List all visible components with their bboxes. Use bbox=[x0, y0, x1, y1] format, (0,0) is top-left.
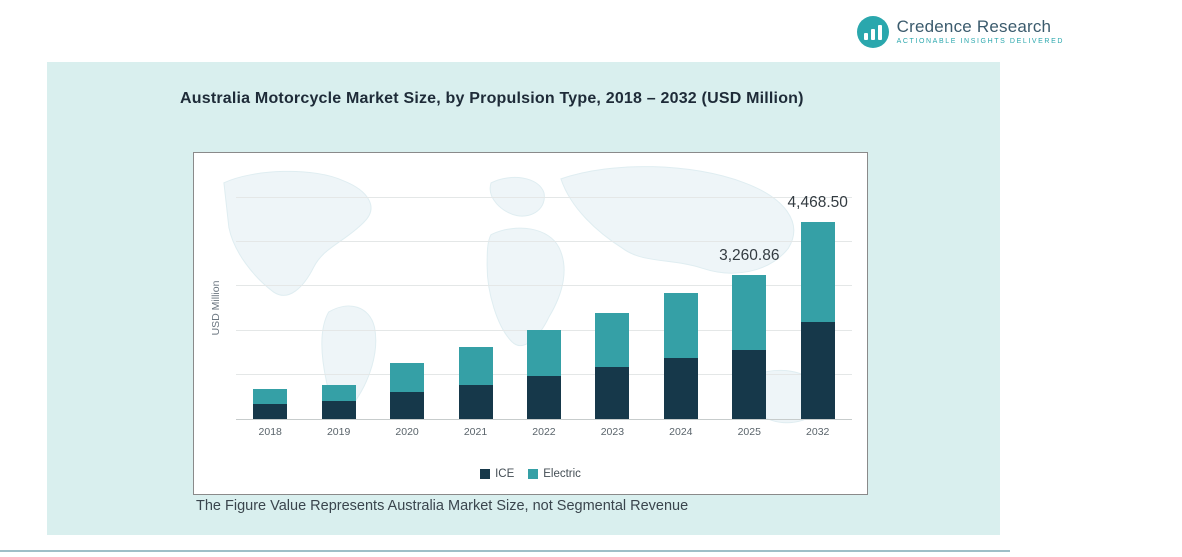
bar-value-label: 3,260.86 bbox=[719, 246, 780, 264]
bar-column-2023 bbox=[578, 198, 646, 419]
x-axis-tick: 2018 bbox=[258, 426, 282, 438]
bar-column-2021 bbox=[442, 198, 510, 419]
bar-segment-ice bbox=[800, 322, 835, 419]
bar-stack bbox=[390, 362, 425, 419]
bar-segment-electric bbox=[526, 330, 561, 377]
legend-item-electric: Electric bbox=[528, 468, 581, 480]
bar-segment-ice bbox=[595, 367, 630, 419]
bar-segment-ice bbox=[663, 358, 698, 419]
bar-segment-electric bbox=[800, 221, 835, 323]
bottom-divider bbox=[0, 550, 1010, 552]
bar-segment-ice bbox=[732, 349, 767, 419]
bar-value-label: 4,468.50 bbox=[787, 193, 848, 211]
bar-segment-ice bbox=[253, 403, 288, 419]
chart-plot-box: USD Million 3,260.86 4,468.50 2018 2019 202… bbox=[193, 152, 868, 495]
x-axis-tick: 2032 bbox=[806, 426, 830, 438]
x-axis-tick-row: 2018 2019 2020 2021 2022 2023 2024 2025 2032 bbox=[236, 426, 852, 438]
x-axis-tick: 2023 bbox=[600, 426, 625, 438]
x-axis-tick: 2024 bbox=[669, 426, 693, 438]
legend-marker-electric bbox=[528, 469, 539, 479]
bar-segment-electric bbox=[390, 362, 425, 392]
gridline bbox=[236, 197, 852, 198]
bar-segment-ice bbox=[526, 376, 561, 419]
legend-label-ice: ICE bbox=[495, 468, 515, 480]
bar-segment-ice bbox=[321, 400, 356, 419]
bar-stack bbox=[595, 312, 630, 419]
bar-chart-icon bbox=[856, 16, 889, 48]
gridline bbox=[236, 285, 852, 287]
x-axis-line bbox=[236, 419, 852, 420]
y-axis-label: USD Million bbox=[210, 280, 222, 336]
bar-column-2025: 3,260.86 bbox=[715, 198, 783, 419]
bar-segment-electric bbox=[458, 346, 493, 385]
bar-column-2018 bbox=[236, 198, 304, 419]
logo-bar bbox=[863, 33, 868, 40]
bar-columns: 3,260.86 4,468.50 bbox=[236, 194, 852, 419]
chart-footnote: The Figure Value Represents Australia Ma… bbox=[196, 498, 689, 514]
bar-stack bbox=[732, 274, 767, 419]
bar-column-2020 bbox=[373, 198, 441, 419]
bar-column-2024 bbox=[647, 198, 715, 419]
chart-title: Australia Motorcycle Market Size, by Pro… bbox=[180, 90, 804, 107]
x-axis-tick: 2025 bbox=[737, 426, 761, 438]
brand-tagline: Actionable Insights Delivered bbox=[896, 38, 1064, 46]
x-axis-tick: 2019 bbox=[326, 426, 351, 438]
logo-bar bbox=[870, 29, 875, 40]
bar-segment-electric bbox=[321, 384, 356, 401]
credence-research-logo: Credence Research Actionable Insights De… bbox=[856, 16, 1064, 48]
bar-segment-electric bbox=[663, 293, 698, 359]
x-axis-tick: 2022 bbox=[532, 426, 556, 438]
x-axis-tick: 2021 bbox=[463, 426, 488, 438]
gridline bbox=[236, 241, 852, 243]
bar-column-2022 bbox=[510, 198, 578, 419]
bar-stack bbox=[253, 388, 288, 419]
bar-stack bbox=[526, 330, 561, 419]
bar-segment-electric bbox=[595, 312, 630, 368]
bar-stack bbox=[663, 293, 698, 419]
plot-area: 3,260.86 4,468.50 bbox=[236, 194, 852, 420]
chart-legend: ICE Electric bbox=[194, 468, 867, 480]
bar-segment-electric bbox=[732, 274, 767, 350]
bar-column-2032: 4,468.50 bbox=[784, 194, 852, 419]
bar-stack bbox=[321, 384, 356, 419]
bar-stack bbox=[800, 221, 835, 419]
bar-segment-electric bbox=[253, 388, 288, 404]
legend-label-electric: Electric bbox=[543, 468, 581, 480]
bar-stack bbox=[458, 346, 493, 419]
logo-text: Credence Research Actionable Insights De… bbox=[897, 18, 1064, 45]
bar-column-2019 bbox=[305, 198, 373, 419]
legend-item-ice: ICE bbox=[480, 468, 514, 480]
legend-marker-ice bbox=[480, 469, 491, 479]
x-axis-tick: 2020 bbox=[395, 426, 419, 438]
brand-name: Credence Research bbox=[896, 17, 1052, 37]
gridline bbox=[236, 329, 852, 331]
bar-segment-ice bbox=[458, 384, 493, 419]
bar-segment-ice bbox=[390, 391, 425, 419]
logo-bar bbox=[877, 25, 882, 40]
